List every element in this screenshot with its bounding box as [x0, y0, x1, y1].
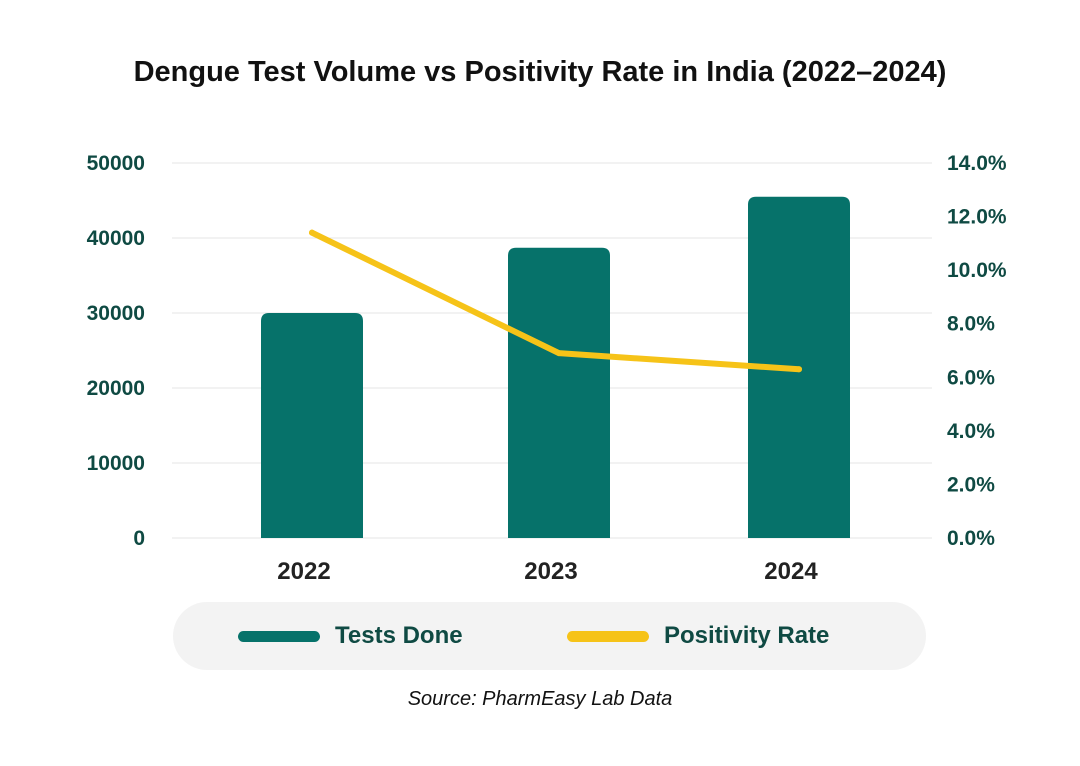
- chart-plot: 0 10000 20000 30000 40000 50000 0.0% 2.0% 4.0% 6.…: [87, 152, 1007, 585]
- y-right-tick-label: 8.0%: [947, 313, 995, 336]
- legend-label-tests-done: Tests Done: [335, 622, 463, 649]
- positivity-rate-point-2023: [556, 350, 562, 357]
- y-right-tick-label: 0.0%: [947, 527, 995, 550]
- y-left-tick-label: 10000: [87, 452, 145, 475]
- y-left-tick-label: 0: [133, 527, 145, 550]
- y-right-tick-label: 10.0%: [947, 259, 1007, 282]
- y-left-tick-label: 30000: [87, 302, 145, 325]
- chart-source: Source: PharmEasy Lab Data: [407, 688, 673, 710]
- legend-item-positivity-rate: Positivity Rate: [567, 602, 829, 670]
- x-tick-label: 2022: [277, 558, 330, 585]
- y-right-tick-label: 6.0%: [947, 366, 995, 389]
- y-left-tick-label: 40000: [87, 227, 145, 250]
- legend-item-tests-done: Tests Done: [238, 602, 463, 670]
- bar-2022: [261, 313, 363, 538]
- y-right-tick-label: 14.0%: [947, 152, 1007, 175]
- legend-label-positivity-rate: Positivity Rate: [664, 622, 830, 649]
- x-tick-label: 2023: [524, 558, 577, 585]
- positivity-rate-point-2024: [796, 366, 802, 373]
- y-left-tick-label: 20000: [87, 377, 145, 400]
- bar-2023: [508, 247, 610, 538]
- chart-legend: Tests Done Positivity Rate: [173, 602, 926, 670]
- chart-title: Dengue Test Volume vs Positivity Rate in…: [133, 56, 947, 88]
- legend-swatch-tests-done: [238, 630, 320, 642]
- y-right-tick-label: 4.0%: [947, 420, 995, 443]
- x-tick-label: 2024: [764, 558, 818, 585]
- legend-swatch-positivity-rate: [567, 630, 649, 642]
- y-left-tick-label: 50000: [87, 152, 145, 175]
- y-right-tick-label: 12.0%: [947, 206, 1007, 229]
- y-right-tick-label: 2.0%: [947, 473, 995, 496]
- positivity-rate-point-2022: [309, 229, 315, 236]
